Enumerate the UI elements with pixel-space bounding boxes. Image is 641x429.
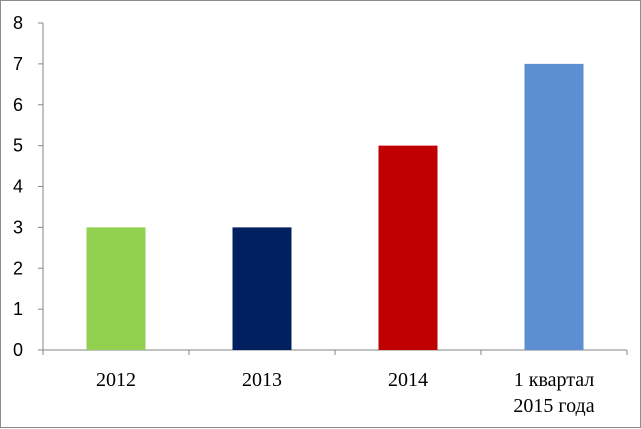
x-tick-label: 1 квартал — [514, 369, 595, 391]
x-tick-label: 2014 — [388, 369, 428, 391]
y-tick-label: 6 — [13, 95, 23, 115]
x-tick-label: 2013 — [242, 369, 282, 391]
y-tick-label: 5 — [13, 136, 23, 156]
y-tick-label: 2 — [13, 258, 23, 278]
bar — [524, 63, 584, 350]
bar — [378, 145, 438, 350]
bars — [86, 63, 584, 350]
bar — [232, 227, 292, 350]
bar — [86, 227, 146, 350]
x-tick-label: 2012 — [96, 369, 136, 391]
tick-labels: 0 1 2 3 4 5 6 7 8 2012 2013 2014 1 квартал 2015 года — [13, 13, 595, 417]
x-tick-label: 2015 года — [513, 395, 594, 417]
y-tick-label: 1 — [13, 299, 23, 319]
y-tick-label: 4 — [13, 177, 23, 197]
y-tick-label: 8 — [13, 13, 23, 33]
y-tick-label: 0 — [13, 340, 23, 360]
y-tick-label: 7 — [13, 54, 23, 74]
y-tick-label: 3 — [13, 217, 23, 237]
